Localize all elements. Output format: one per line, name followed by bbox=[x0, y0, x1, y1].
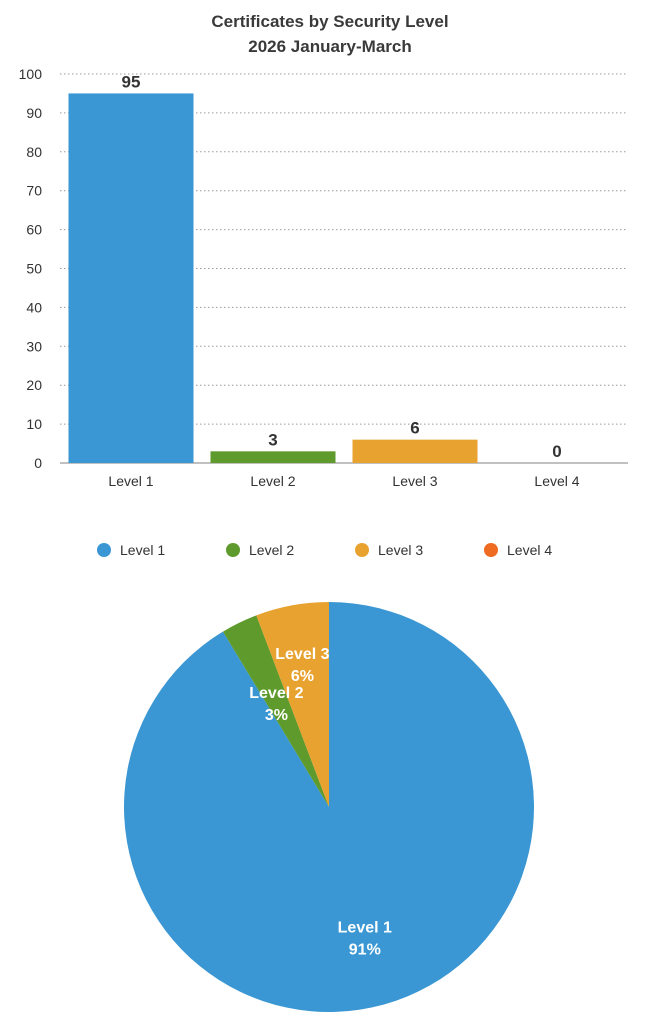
pie-label-percent-1: 91% bbox=[349, 941, 381, 958]
x-tick-label-3: Level 3 bbox=[392, 473, 437, 489]
pie-label-name-2: Level 2 bbox=[249, 685, 303, 702]
y-tick-label-10: 10 bbox=[26, 416, 42, 432]
bar-1 bbox=[68, 93, 194, 463]
bar-value-label-1: 95 bbox=[122, 72, 141, 91]
y-tick-label-100: 100 bbox=[19, 66, 43, 82]
y-tick-label-80: 80 bbox=[26, 144, 42, 160]
pie-label-name-3: Level 3 bbox=[275, 646, 329, 663]
pie-slice-3 bbox=[256, 602, 329, 807]
y-tick-label-70: 70 bbox=[26, 183, 42, 199]
y-tick-label-20: 20 bbox=[26, 377, 42, 393]
y-tick-label-90: 90 bbox=[26, 105, 42, 121]
bar-2 bbox=[210, 451, 336, 463]
y-tick-label-30: 30 bbox=[26, 338, 42, 354]
bar-value-label-2: 3 bbox=[268, 430, 277, 449]
pie-slice-1 bbox=[123, 602, 534, 1013]
pie-chart: Level 1 91% Level 2 3% Level 3 6% bbox=[123, 602, 534, 1013]
legend-label-2: Level 2 bbox=[249, 542, 294, 558]
legend-swatch-2 bbox=[226, 543, 240, 557]
y-tick-label-50: 50 bbox=[26, 261, 42, 277]
bar-value-label-3: 6 bbox=[410, 419, 419, 438]
legend-swatch-1 bbox=[97, 543, 111, 557]
y-tick-label-0: 0 bbox=[34, 455, 42, 471]
pie-label-name-1: Level 1 bbox=[338, 919, 392, 936]
bar-value-label-4: 0 bbox=[552, 442, 561, 461]
legend-label-3: Level 3 bbox=[378, 542, 423, 558]
legend: Level 1 Level 2 Level 3 Level 4 bbox=[97, 542, 552, 558]
chart-title-line-2: 2026 January-March bbox=[248, 37, 411, 56]
legend-label-4: Level 4 bbox=[507, 542, 552, 558]
legend-swatch-4 bbox=[484, 543, 498, 557]
chart-title-line-1: Certificates by Security Level bbox=[211, 12, 448, 31]
x-tick-label-1: Level 1 bbox=[108, 473, 153, 489]
x-tick-label-2: Level 2 bbox=[250, 473, 295, 489]
y-tick-label-40: 40 bbox=[26, 299, 42, 315]
legend-label-1: Level 1 bbox=[120, 542, 165, 558]
pie-label-percent-2: 3% bbox=[265, 707, 288, 724]
pie-slice-2 bbox=[222, 615, 329, 807]
pie-label-percent-3: 6% bbox=[291, 668, 314, 685]
bar-3 bbox=[352, 439, 478, 463]
legend-swatch-3 bbox=[355, 543, 369, 557]
y-tick-label-60: 60 bbox=[26, 222, 42, 238]
x-tick-label-4: Level 4 bbox=[534, 473, 579, 489]
